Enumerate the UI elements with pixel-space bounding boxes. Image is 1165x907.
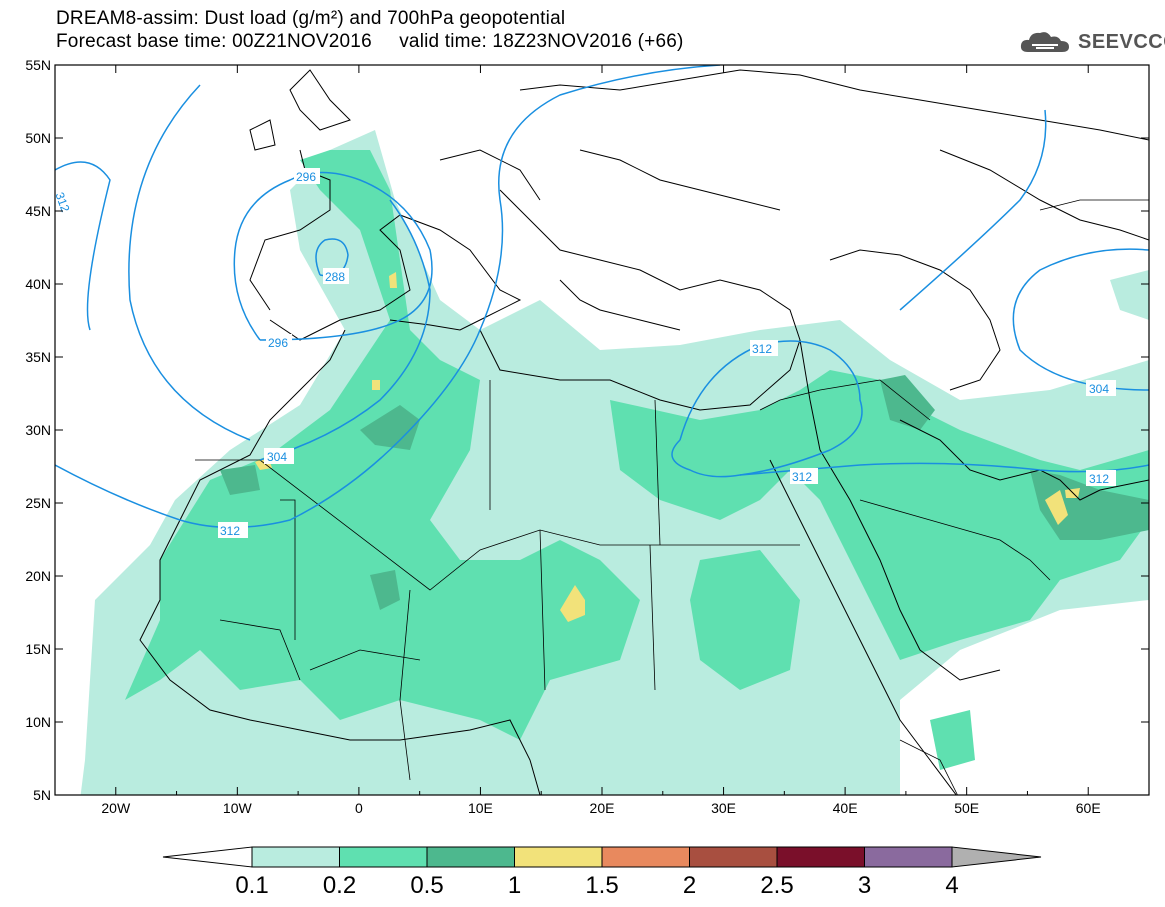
colorbar-over-triangle [951,846,1042,868]
colorbar-swatch [864,846,953,868]
y-tick-label: 50N [25,130,51,146]
colorbar-label: 2.5 [760,872,793,899]
x-tick-label: 60E [1076,800,1101,816]
x-tick-label: 10E [468,800,493,816]
colorbar-swatch [776,846,865,868]
colorbar-swatch [689,846,778,868]
title-line-1: DREAM8-assim: Dust load (g/m²) and 700hP… [56,8,566,29]
contour-label-288: 288 [325,270,345,284]
colorbar: 0.1 0.2 0.5 1 1.5 2 2.5 3 4 [162,846,1042,899]
logo: SEEVCCC [1018,27,1165,57]
cloud-logo-icon [1020,32,1069,52]
colorbar-swatch [339,846,428,868]
title-line-2: Forecast base time: 00Z21NOV2016 valid t… [56,31,684,52]
contour-label-312-sw: 312 [220,524,240,538]
x-tick-label: 30E [711,800,736,816]
colorbar-label: 0.2 [323,872,356,899]
colorbar-swatch [514,846,603,868]
colorbar-swatch [426,846,515,868]
y-tick-label: 30N [25,422,51,438]
y-tick-label: 40N [25,276,51,292]
colorbar-label: 1 [508,872,521,899]
x-tick-label: 0 [355,800,363,816]
contour-label-312-far-east: 312 [1089,472,1109,486]
y-tick-label: 15N [25,641,51,657]
y-tick-label: 55N [25,57,51,73]
contour-label-312-east: 312 [752,342,772,356]
contour-304-east [1012,248,1149,391]
colorbar-label: 2 [683,872,696,899]
contour-label-312-mid: 312 [792,470,812,484]
logo-text: SEEVCCC [1078,30,1165,53]
y-tick-label: 20N [25,568,51,584]
x-tick-label: 10W [223,800,253,816]
country-borders [195,199,1149,795]
x-tick-label: 50E [954,800,979,816]
colorbar-under-triangle [162,846,253,868]
y-tick-label: 10N [25,714,51,730]
contour-312-west [55,161,111,331]
contour-312-northeast [899,109,1047,311]
contour-label-296-south: 296 [268,336,288,350]
y-tick-label: 5N [33,787,51,803]
contour-label-296-north: 296 [296,170,316,184]
colorbar-label: 4 [945,872,958,899]
x-tick-label: 20W [101,800,131,816]
colorbar-label: 3 [858,872,871,899]
contour-304 [259,199,431,461]
colorbar-label: 0.5 [410,872,443,899]
x-tick-label: 40E [833,800,858,816]
contour-304-west [128,84,251,441]
colorbar-label: 0.1 [235,872,268,899]
contour-label-304: 304 [267,450,287,464]
x-tick-label: 20E [590,800,615,816]
colorbar-swatch [601,846,690,868]
coastlines [139,69,1149,795]
y-tick-label: 45N [25,203,51,219]
contour-label-group: 312 296 288 296 304 312 312 312 312 304 [52,168,1116,538]
colorbar-label: 1.5 [585,872,618,899]
contour-296 [233,171,433,341]
y-tick-label: 35N [25,349,51,365]
y-axis: 55N 50N 45N 40N 35N 30N 25N 20N 15N 10N 5N [25,57,1149,803]
x-axis: 20W 10W 0 10E 20E 30E 40E 50E 60E [54,65,1150,816]
colorbar-swatch [251,846,340,868]
contour-312-main [55,65,721,529]
y-tick-label: 25N [25,495,51,511]
contour-label-312-west: 312 [52,190,72,214]
contour-label-304-east: 304 [1089,382,1109,396]
